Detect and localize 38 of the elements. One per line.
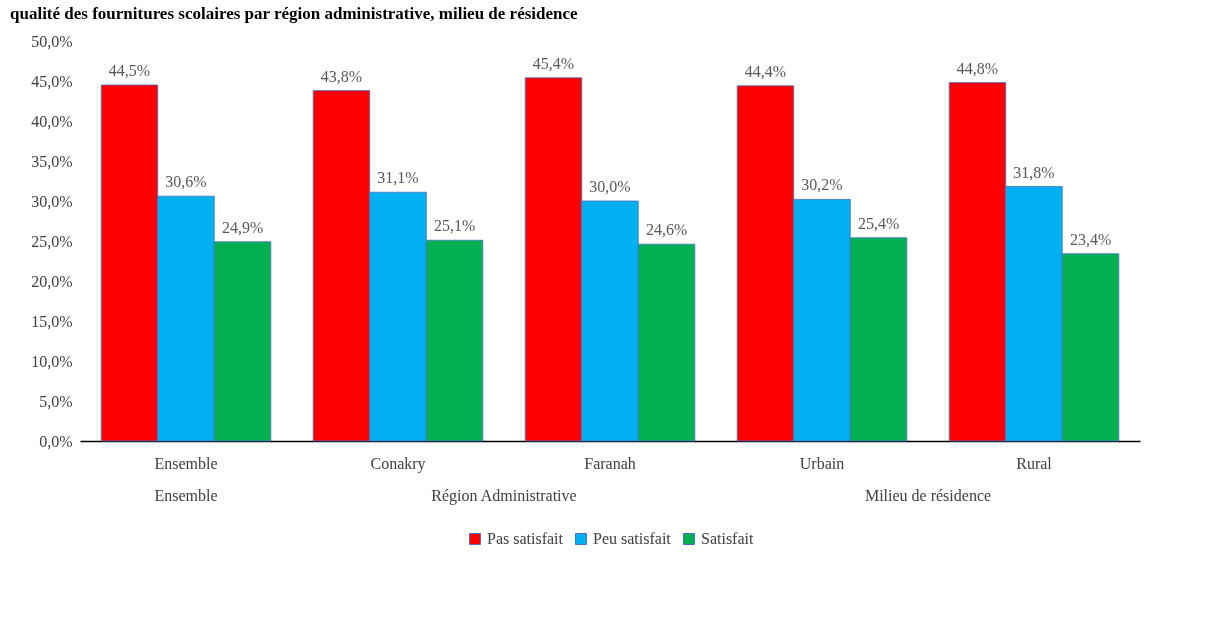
data-label: 23,4% xyxy=(1069,230,1112,248)
text: Région Administrative xyxy=(431,487,577,505)
y-tick-label: 0,0% xyxy=(39,432,73,450)
chart-title: qualité des fournitures scolaires par région administrative, milieu de résidence xyxy=(10,4,579,23)
legend-label: Satisfait xyxy=(701,530,754,547)
x-tick-label: Rural xyxy=(1016,454,1053,472)
data-label: 44,5% xyxy=(108,62,151,79)
data-label: 44,4% xyxy=(744,62,787,80)
y-tick-label: 10,0% xyxy=(31,352,73,370)
data-label: 30,0% xyxy=(589,178,631,195)
x-tick-label: Urbain xyxy=(799,454,845,472)
data-label: 31,8% xyxy=(1013,163,1055,181)
data-label: 25,1% xyxy=(433,217,476,235)
legend-label: Pas satisfait xyxy=(487,530,564,547)
data-label: 43,8% xyxy=(320,67,363,85)
y-tick-label: 20,0% xyxy=(31,272,73,290)
x-tick-label: Ensemble xyxy=(154,454,218,472)
data-label: 24,9% xyxy=(221,218,264,236)
y-tick-label: 15,0% xyxy=(31,312,73,330)
x-tick-label: Faranah xyxy=(584,454,636,472)
y-tick-label: 30,0% xyxy=(31,192,73,210)
legend-label: Peu satisfait xyxy=(593,530,672,547)
data-label: 30,2% xyxy=(801,176,843,194)
y-tick-label: 25,0% xyxy=(31,232,73,250)
data-label: 31,1% xyxy=(377,169,419,187)
data-label: 25,4% xyxy=(857,214,900,232)
y-tick-label: 5,0% xyxy=(39,392,73,410)
y-tick-label: 35,0% xyxy=(31,152,73,170)
text: Milieu de résidence xyxy=(864,487,992,504)
y-tick-label: 45,0% xyxy=(31,72,73,90)
data-label: 30,6% xyxy=(165,173,207,191)
data-label: 24,6% xyxy=(645,221,688,239)
y-tick-label: 40,0% xyxy=(31,112,73,130)
y-tick-label: 50,0% xyxy=(31,32,73,50)
text: Ensemble xyxy=(154,487,218,504)
data-label: 45,4% xyxy=(532,54,575,72)
x-tick-label: Conakry xyxy=(370,454,426,473)
data-label: 44,8% xyxy=(956,59,999,77)
